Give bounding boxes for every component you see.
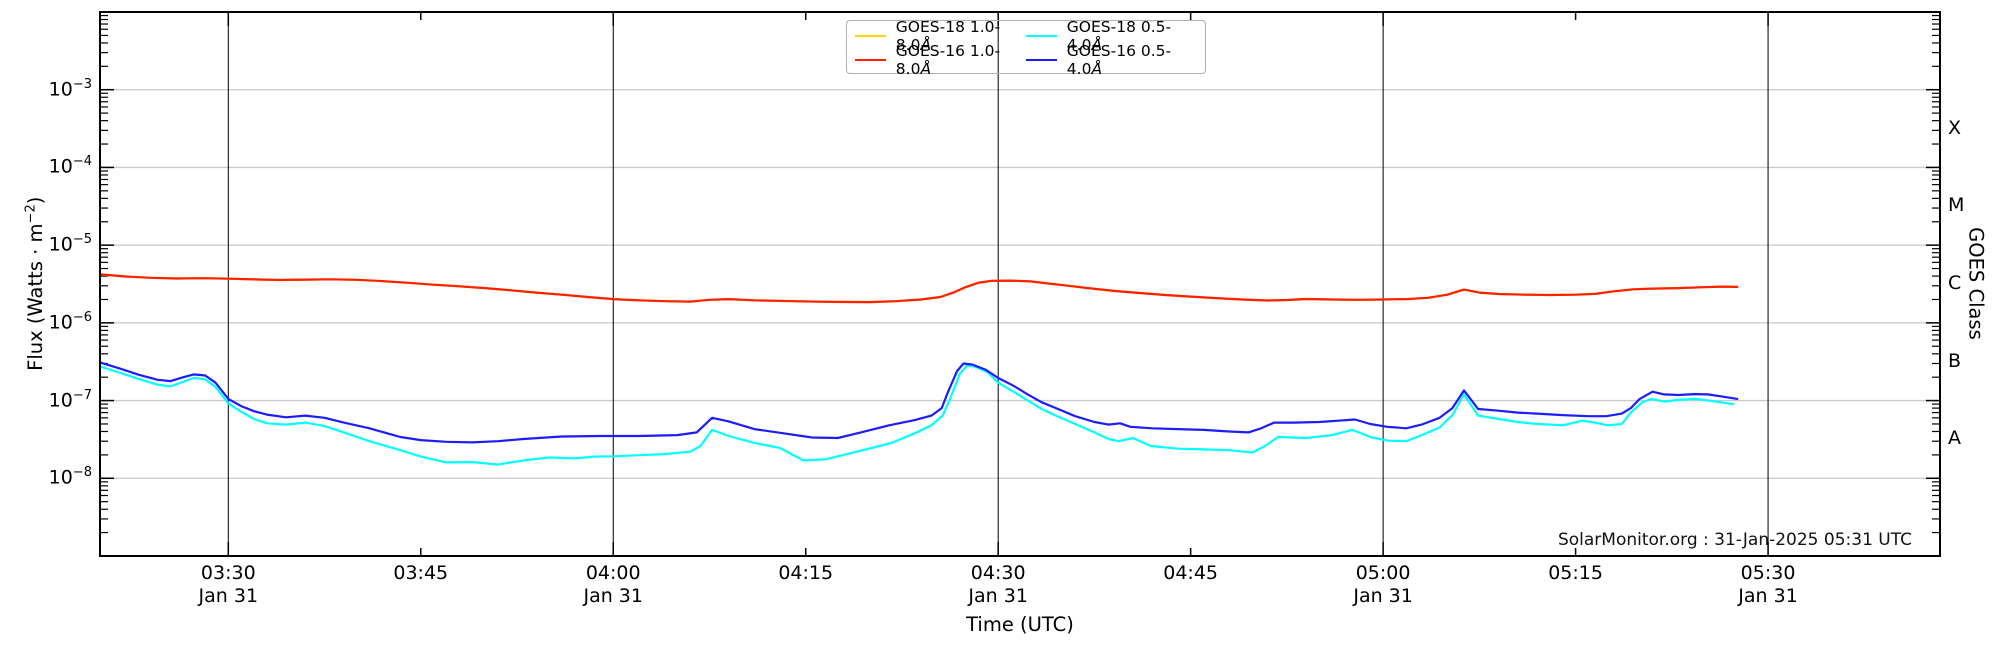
x-tick-label: 03:45 [393,562,449,584]
x-tick-label: 04:00 [585,562,641,584]
y-tick-label: 10−4 [48,154,92,178]
y-axis-title: Flux (Watts · m−2) [23,174,47,394]
y-tick-label: 10−3 [48,76,92,101]
x-tick-label: 04:15 [778,562,834,584]
series-line-goes-16-0-5-4-0- [98,361,1739,444]
series-line-goes-18-0-5-4-0- [98,364,1735,466]
legend-label: GOES-18 1.0-8.0Å [895,18,1001,54]
legend-label: GOES-16 0.5-4.0Å [1066,42,1172,78]
legend-line-goes18-long [855,35,886,37]
x-tick-date-label: Jan 31 [1738,585,1798,607]
x-tick-date-label: Jan 31 [198,585,259,607]
x-tick-label: 04:30 [970,562,1026,584]
goes-class-letter-m: M [1948,194,1965,217]
legend-line-goes16-long [855,59,886,61]
legend-label: GOES-16 1.0-8.0Å [895,42,1001,78]
goes-class-letter-c: C [1948,272,1962,294]
y-tick-label: 10−8 [48,465,92,489]
legend-label: GOES-18 0.5-4.0Å [1066,18,1172,54]
x-axis-title: Time (UTC) [966,613,1074,636]
x-tick-date-label: Jan 31 [583,585,643,607]
legend-item-goes16-short: GOES-16 0.5-4.0Å [1026,42,1197,78]
legend: GOES-18 1.0-8.0Å GOES-18 0.5-4.0Å GOES-1… [846,18,1206,78]
x-tick-date-label: Jan 31 [1353,585,1413,607]
x-tick-label: 05:00 [1355,562,1411,584]
legend-line-goes18-short [1026,35,1057,37]
legend-item-goes18-long: GOES-18 1.0-8.0Å [855,18,1026,54]
series-line-goes-16-1-0-8-0- [98,273,1739,304]
y-tick-label: 10−6 [48,309,92,334]
y-axis-title-sup: −2 [23,204,39,224]
y-tick-label: 10−7 [48,387,92,411]
legend-item-goes18-short: GOES-18 0.5-4.0Å [1026,18,1197,54]
legend-item-goes16-long: GOES-16 1.0-8.0Å [855,42,1026,78]
goes-class-letter-x: X [1948,116,1962,139]
y-tick-label: 10−5 [48,232,92,256]
goes-class-letter-a: A [1948,427,1961,450]
x-tick-label: 03:30 [200,562,256,584]
x-tick-date-label: Jan 31 [968,585,1028,607]
right-axis-title: GOES Class [1964,227,1988,340]
x-tick-label: 05:30 [1740,562,1796,584]
legend-line-goes16-short [1026,59,1057,61]
x-tick-label: 05:15 [1548,562,1603,584]
watermark: SolarMonitor.org : 31-Jan-2025 05:31 UTC [1557,530,1912,550]
goes-class-letter-b: B [1948,349,1962,372]
x-tick-label: 04:45 [1163,562,1219,584]
plot-frame [99,11,1941,557]
y-axis-title-close: ) [23,196,47,205]
